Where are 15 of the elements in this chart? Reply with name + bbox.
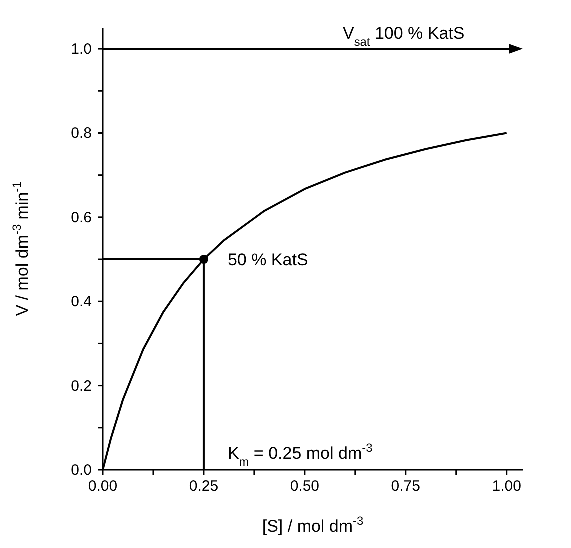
y-tick-label: 0.0 [71,462,92,479]
x-tick-label: 0.25 [189,478,219,495]
x-tick-label: 1.00 [492,478,522,495]
y-tick-label: 0.2 [71,378,92,395]
y-tick-label: 0.8 [71,125,92,142]
annotation: K$_{m}$ = 0.25 mol dm$^{-3}$ [228,441,374,470]
x-axis-title: [S] / mol dm$^{-3}$ [262,514,364,536]
x-tick-label: 0.00 [88,478,118,495]
y-tick-label: 0.6 [71,209,92,226]
y-tick-label: 0.4 [71,294,92,311]
x-tick-label: 0.75 [391,478,420,495]
x-tick-label: 0.50 [290,478,320,495]
y-tick-label: 1.0 [71,41,92,58]
annotation: 50 % KatS [228,250,308,270]
ref-line-label: V$_{sat}$ 100 % KatS [343,24,465,50]
